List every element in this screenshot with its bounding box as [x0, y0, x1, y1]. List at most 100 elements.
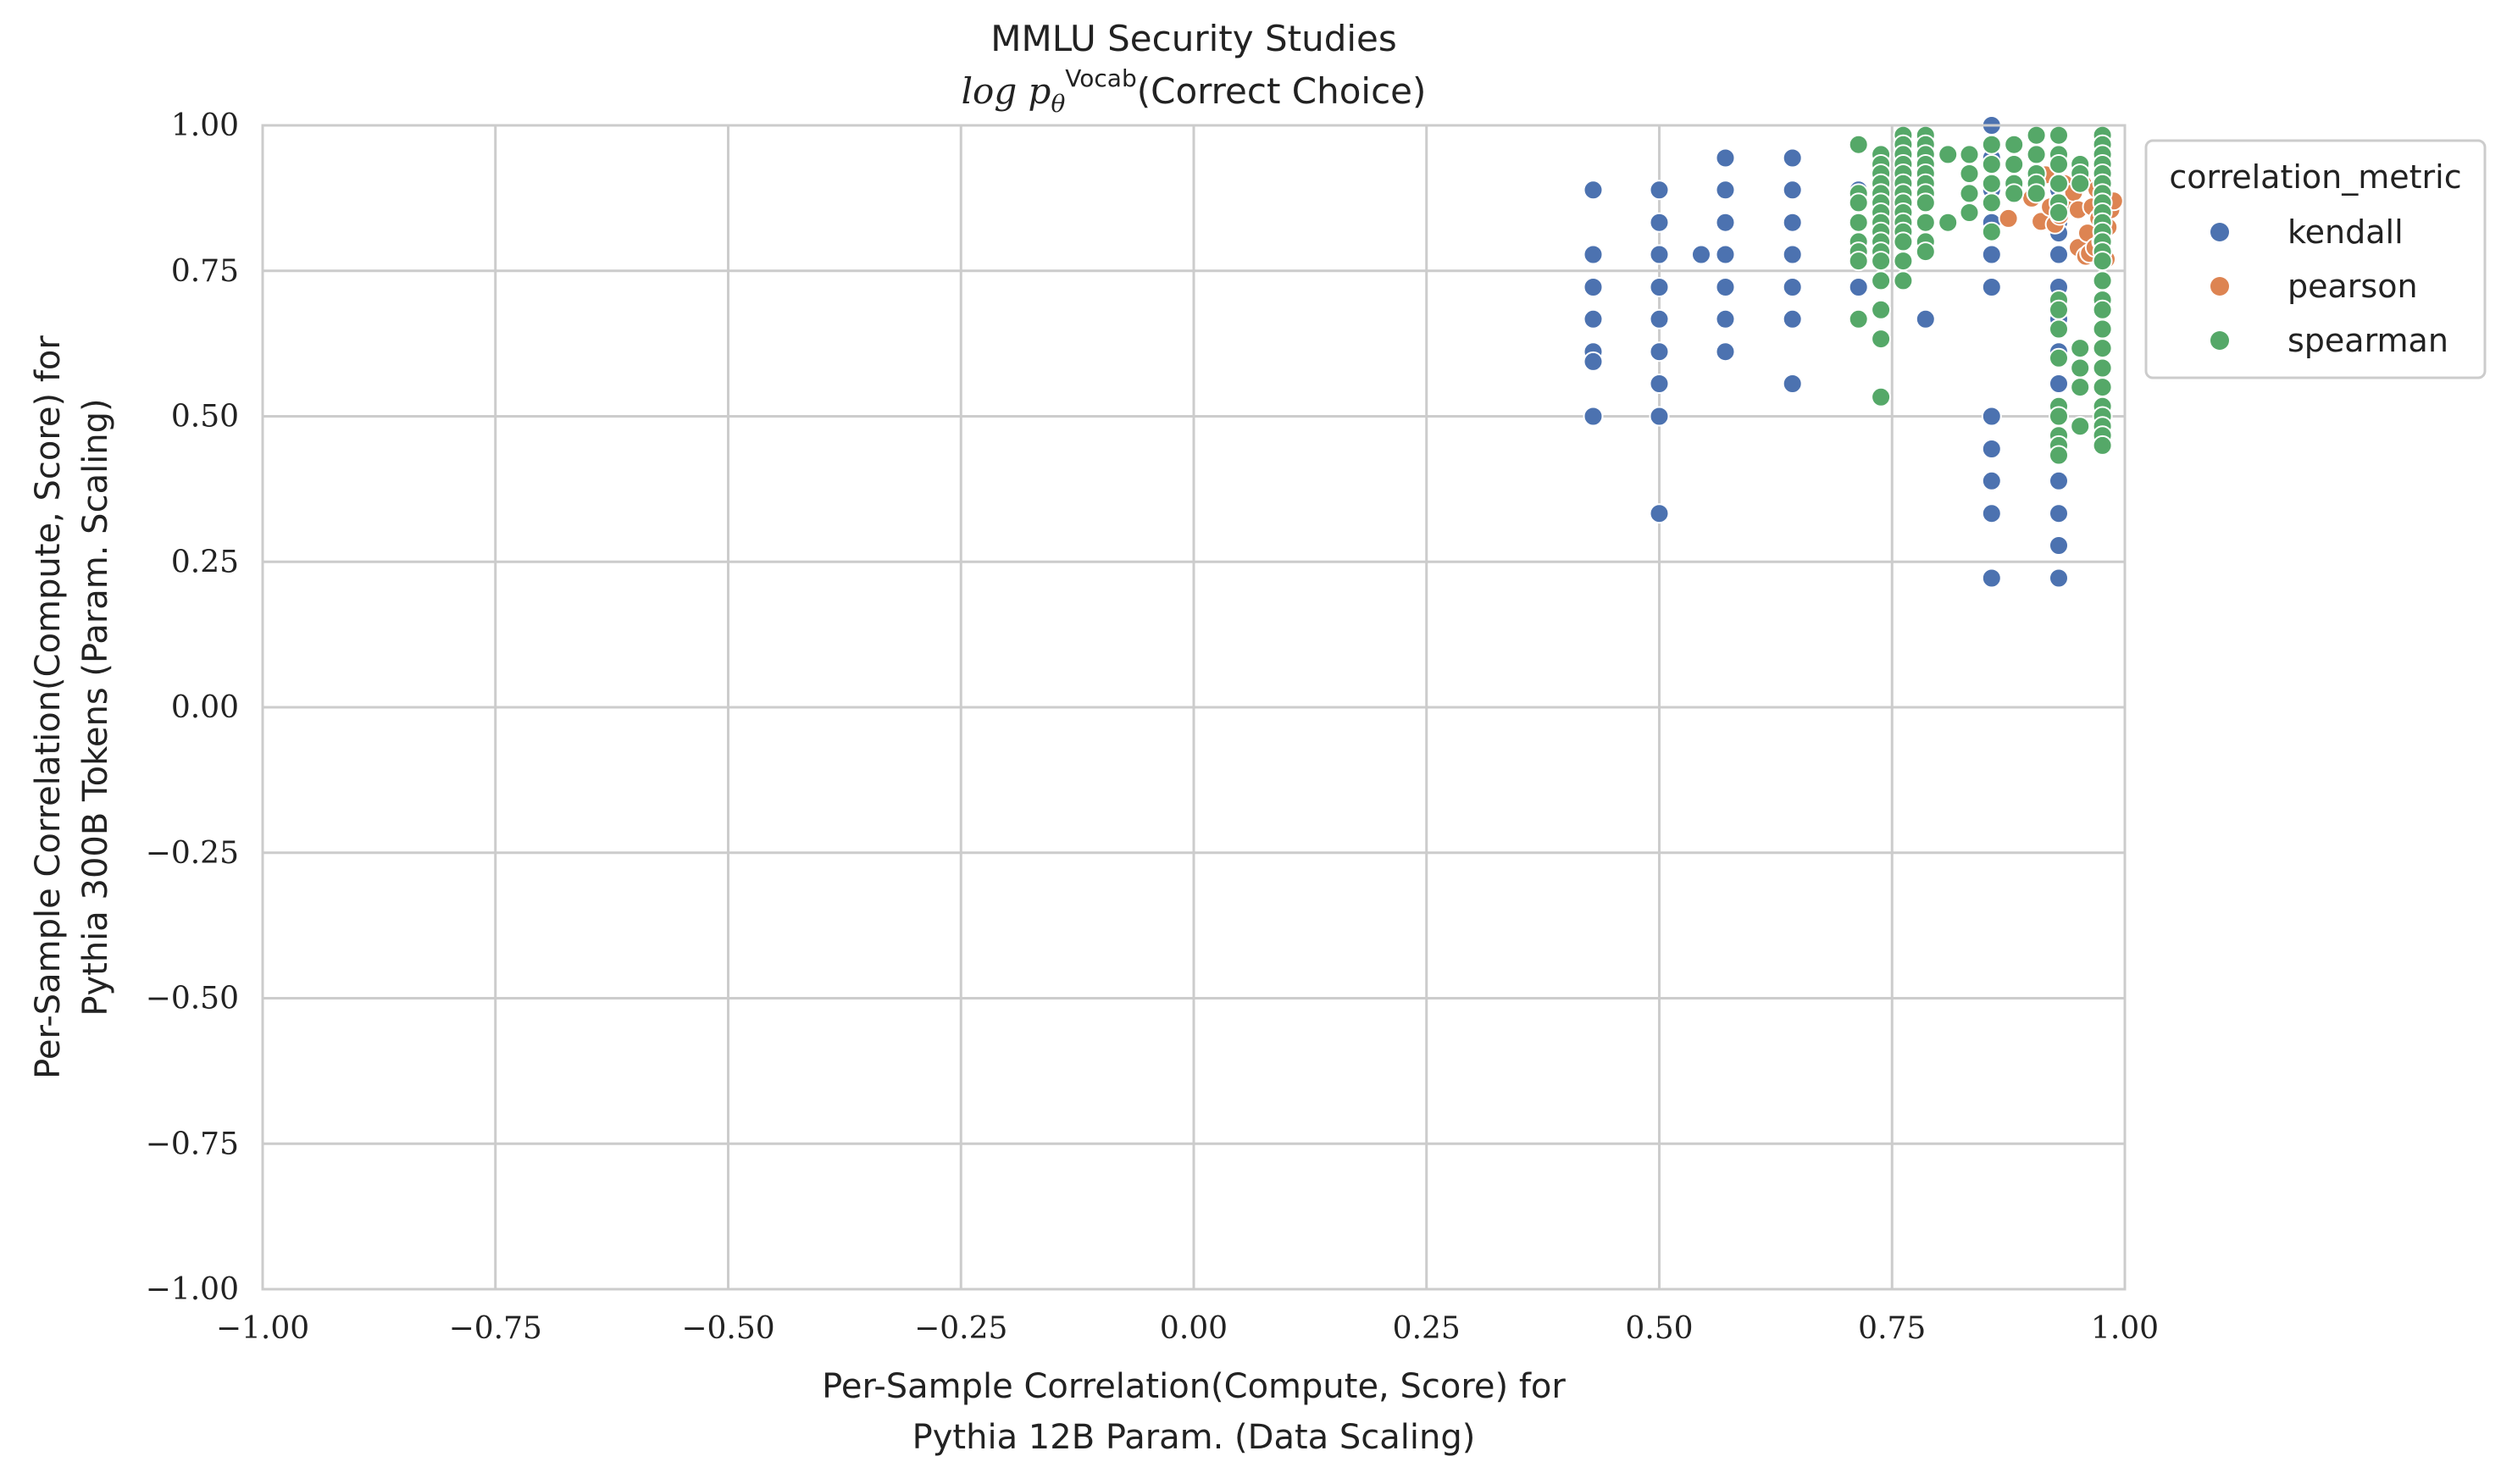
- point-spearman: [1871, 251, 1892, 272]
- point-kendall: [1848, 277, 1869, 297]
- chart-title: MMLU Security Studies: [990, 18, 1397, 59]
- point-spearman: [2092, 251, 2113, 272]
- point-kendall: [1583, 308, 1604, 329]
- point-kendall: [1782, 147, 1803, 169]
- point-kendall: [1649, 212, 1670, 233]
- point-spearman: [1981, 154, 2002, 174]
- point-kendall: [1981, 277, 2002, 297]
- x-tick-label: 0.75: [1858, 1311, 1926, 1346]
- point-kendall: [1981, 503, 2002, 524]
- x-tick-label: 1.00: [2091, 1311, 2159, 1346]
- y-tick-label: 0.50: [171, 400, 239, 435]
- point-kendall: [1583, 351, 1604, 372]
- point-kendall: [1649, 341, 1670, 363]
- point-kendall: [1715, 180, 1736, 201]
- point-kendall: [1782, 308, 1803, 329]
- point-spearman: [1959, 163, 1980, 184]
- point-kendall: [1649, 277, 1670, 297]
- point-kendall: [1583, 406, 1604, 427]
- point-kendall: [1649, 374, 1670, 394]
- y-tick-label: 0.25: [171, 545, 239, 579]
- point-spearman: [1981, 173, 2002, 194]
- legend-label-kendall: kendall: [2288, 213, 2404, 251]
- point-spearman: [2049, 299, 2069, 320]
- point-kendall: [1782, 180, 1803, 201]
- point-kendall: [1715, 244, 1736, 265]
- x-tick-label: 0.25: [1393, 1311, 1461, 1346]
- point-spearman: [1959, 202, 1980, 223]
- point-kendall: [1915, 308, 1936, 329]
- point-kendall: [1649, 244, 1670, 265]
- point-spearman: [2049, 445, 2069, 466]
- y-axis-title: Per-Sample Correlation(Compute, Score) f…: [29, 335, 115, 1079]
- point-spearman: [2026, 125, 2047, 146]
- point-spearman: [1938, 212, 1959, 233]
- point-kendall: [1715, 308, 1736, 329]
- subtitle-superscript: Vocab: [1065, 64, 1136, 92]
- x-tick-label: −0.75: [449, 1311, 542, 1346]
- subtitle-subscript: θ: [1051, 90, 1065, 118]
- legend: correlation_metric kendall pearson spear…: [2144, 139, 2487, 379]
- point-spearman: [2092, 270, 2113, 291]
- point-spearman: [1915, 192, 1936, 213]
- point-spearman: [1981, 134, 2002, 155]
- point-spearman: [1893, 270, 1914, 291]
- point-kendall: [1649, 503, 1670, 524]
- legend-label-pearson: pearson: [2288, 268, 2418, 305]
- point-spearman: [1981, 221, 2002, 242]
- point-spearman: [1938, 144, 1959, 165]
- point-spearman: [2049, 406, 2069, 427]
- point-kendall: [1782, 244, 1803, 265]
- point-spearman: [2092, 435, 2113, 456]
- legend-box: [2144, 139, 2487, 379]
- point-spearman: [1848, 212, 1869, 233]
- point-spearman: [1893, 231, 1914, 252]
- point-kendall: [1981, 406, 2002, 427]
- point-spearman: [2070, 416, 2091, 437]
- point-spearman: [1848, 308, 1869, 329]
- point-kendall: [1715, 341, 1736, 363]
- point-spearman: [2049, 202, 2069, 223]
- point-kendall: [1981, 568, 2002, 589]
- point-kendall: [1691, 244, 1711, 265]
- plot-frame: [261, 124, 2127, 1291]
- point-spearman: [2092, 299, 2113, 320]
- point-spearman: [1959, 183, 1980, 204]
- point-spearman: [2092, 377, 2113, 398]
- point-spearman: [2049, 173, 2069, 194]
- point-spearman: [2026, 183, 2047, 204]
- point-spearman: [2049, 154, 2069, 174]
- legend-marker-pearson: [2210, 277, 2229, 296]
- point-spearman: [2070, 377, 2091, 398]
- point-spearman: [2049, 318, 2069, 340]
- point-kendall: [1649, 308, 1670, 329]
- point-spearman: [1915, 241, 1936, 263]
- point-spearman: [1981, 192, 2002, 213]
- point-kendall: [1649, 406, 1670, 427]
- point-pearson: [1998, 208, 2019, 229]
- point-spearman: [1871, 299, 1892, 320]
- x-tick-label: −0.50: [681, 1311, 774, 1346]
- point-kendall: [2049, 503, 2069, 524]
- y-axis-title-line2: Pythia 300B Tokens (Param. Scaling): [76, 398, 115, 1016]
- point-spearman: [2004, 134, 2025, 155]
- y-tick-label: 1.00: [171, 108, 239, 143]
- y-tick-label: −0.50: [146, 982, 239, 1016]
- point-kendall: [2049, 244, 2069, 265]
- point-kendall: [1715, 212, 1736, 233]
- point-spearman: [2004, 154, 2025, 174]
- point-spearman: [1848, 134, 1869, 155]
- x-axis-title-line2: Pythia 12B Param. (Data Scaling): [912, 1418, 1476, 1457]
- y-axis-title-line1: Per-Sample Correlation(Compute, Score) f…: [29, 335, 68, 1079]
- point-kendall: [1981, 244, 2002, 265]
- point-kendall: [1583, 244, 1604, 265]
- point-kendall: [1583, 180, 1604, 201]
- point-spearman: [2070, 173, 2091, 194]
- point-spearman: [2070, 338, 2091, 359]
- data-points: [1583, 115, 2124, 589]
- subtitle-rest: (Correct Choice): [1137, 70, 1427, 112]
- point-spearman: [2070, 357, 2091, 379]
- point-kendall: [1715, 147, 1736, 169]
- point-spearman: [2092, 338, 2113, 359]
